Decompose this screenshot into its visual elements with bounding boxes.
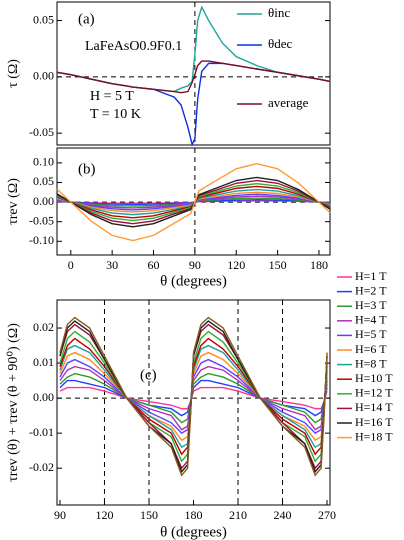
y-tick-label: -0.02 [29,460,54,474]
x-tick-label: 120 [95,508,113,522]
x-tick-label: 0 [68,258,74,272]
panel-label: (c) [140,367,157,383]
legend-label: θinc [268,5,290,20]
y-axis-label: τrev (Ω) [6,178,21,225]
legend-label: H=1 T [355,269,387,283]
legend-label: H=16 T [355,415,393,429]
y-tick-label: -0.05 [29,125,54,139]
legend-label: H=18 T [355,429,393,443]
y-tick-label: 0.00 [33,390,54,404]
x-tick-label: 180 [185,508,203,522]
y-tick-label: -0.05 [29,213,54,227]
y-tick-label: 0.00 [33,194,54,208]
y-tick-label: -0.10 [29,233,54,247]
legend-label: θdec [268,36,292,51]
y-tick-label: 0.01 [33,355,54,369]
data-line [59,320,328,474]
x-tick-label: 120 [227,258,245,272]
legend-label: H=12 T [355,386,393,400]
plot-frame [56,1,331,146]
y-tick-label: 0.00 [33,69,54,83]
data-line [59,316,328,477]
data-line [56,162,331,242]
y-axis-label: τ (Ω) [6,59,21,88]
legend-label: H=2 T [355,283,387,297]
annotation: H = 5 T [90,89,134,104]
x-tick-label: 180 [310,258,328,272]
data-line [59,386,328,410]
y-tick-label: 0.02 [33,320,54,334]
x-axis-label: θ (degrees) [160,273,227,289]
legend-label: H=8 T [355,356,387,370]
data-line [59,323,328,470]
x-tick-label: 90 [189,258,201,272]
legend-label: H=14 T [355,400,393,414]
legend-label: average [268,95,309,110]
legend-label: H=3 T [355,298,387,312]
data-line [56,60,331,94]
legend-label: H=10 T [355,371,393,385]
legend-label: H=5 T [355,327,387,341]
x-tick-label: 210 [229,508,247,522]
x-tick-label: 240 [274,508,292,522]
legend-label: H=6 T [355,342,387,356]
y-axis-label: τrev (θ) + τrev (θ + 90⁰) (Ω) [6,323,21,482]
x-axis-label: θ (degrees) [160,524,227,540]
x-tick-label: 30 [106,258,118,272]
y-tick-label: 0.05 [33,174,54,188]
legend-label: H=4 T [355,313,387,327]
annotation: LaFeAsO0.9F0.1 [85,39,182,54]
y-tick-label: 0.05 [33,12,54,26]
x-tick-label: 150 [269,258,287,272]
x-tick-label: 90 [54,508,66,522]
y-tick-label: -0.01 [29,425,54,439]
x-tick-label: 150 [140,508,158,522]
x-tick-label: 60 [148,258,160,272]
annotation: T = 10 K [90,107,141,122]
panel-label: (b) [78,161,96,177]
panel-label: (a) [78,11,95,27]
y-tick-label: 0.10 [33,155,54,169]
x-tick-label: 270 [318,508,336,522]
